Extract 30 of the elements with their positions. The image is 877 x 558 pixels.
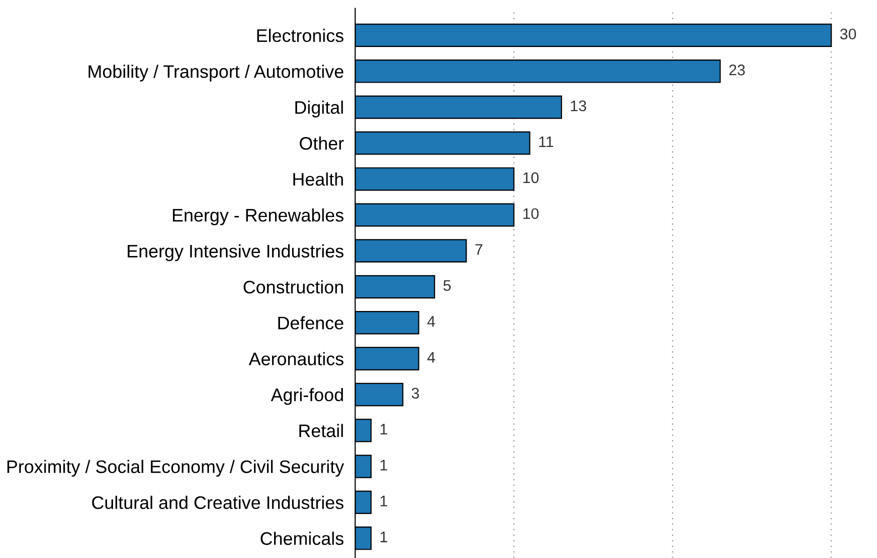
data-label: 1 bbox=[380, 460, 388, 470]
data-label: 13 bbox=[570, 100, 586, 112]
y-tick-label: Construction bbox=[244, 280, 343, 294]
y-tick-label: Chemicals bbox=[260, 532, 344, 545]
y-tick-label: Defence bbox=[278, 316, 344, 330]
data-label: 11 bbox=[539, 136, 554, 148]
y-tick-label: Proximity / Social Economy / Civil Security bbox=[7, 460, 344, 477]
y-tick-label: Agri-food bbox=[270, 388, 343, 405]
y-tick-label: Mobility / Transport / Automotive bbox=[88, 64, 344, 82]
data-label: 30 bbox=[840, 28, 856, 40]
y-tick-label: Energy Intensive Industries bbox=[128, 244, 344, 262]
y-tick-label: Aeronautics bbox=[248, 352, 344, 366]
y-tick-label: Digital bbox=[295, 100, 343, 118]
y-tick-label: Energy - Renewables bbox=[172, 208, 344, 226]
y-tick-label: Health bbox=[293, 172, 343, 186]
data-label: 23 bbox=[729, 64, 745, 76]
data-label: 10 bbox=[523, 208, 539, 220]
data-label: 5 bbox=[443, 280, 451, 291]
data-label: 7 bbox=[475, 244, 482, 255]
y-tick-label: Other bbox=[300, 136, 344, 150]
data-label: 4 bbox=[427, 316, 436, 327]
y-tick-label: Cultural and Creative Industries bbox=[92, 496, 344, 510]
data-label: 1 bbox=[380, 424, 388, 434]
data-label: 3 bbox=[412, 388, 419, 399]
y-tick-label: Electronics bbox=[257, 28, 344, 42]
data-label: 1 bbox=[380, 496, 388, 506]
data-label: 4 bbox=[427, 352, 436, 363]
y-tick-label: Retail bbox=[299, 424, 343, 438]
data-label: 10 bbox=[523, 172, 539, 184]
data-label: 1 bbox=[380, 532, 388, 542]
